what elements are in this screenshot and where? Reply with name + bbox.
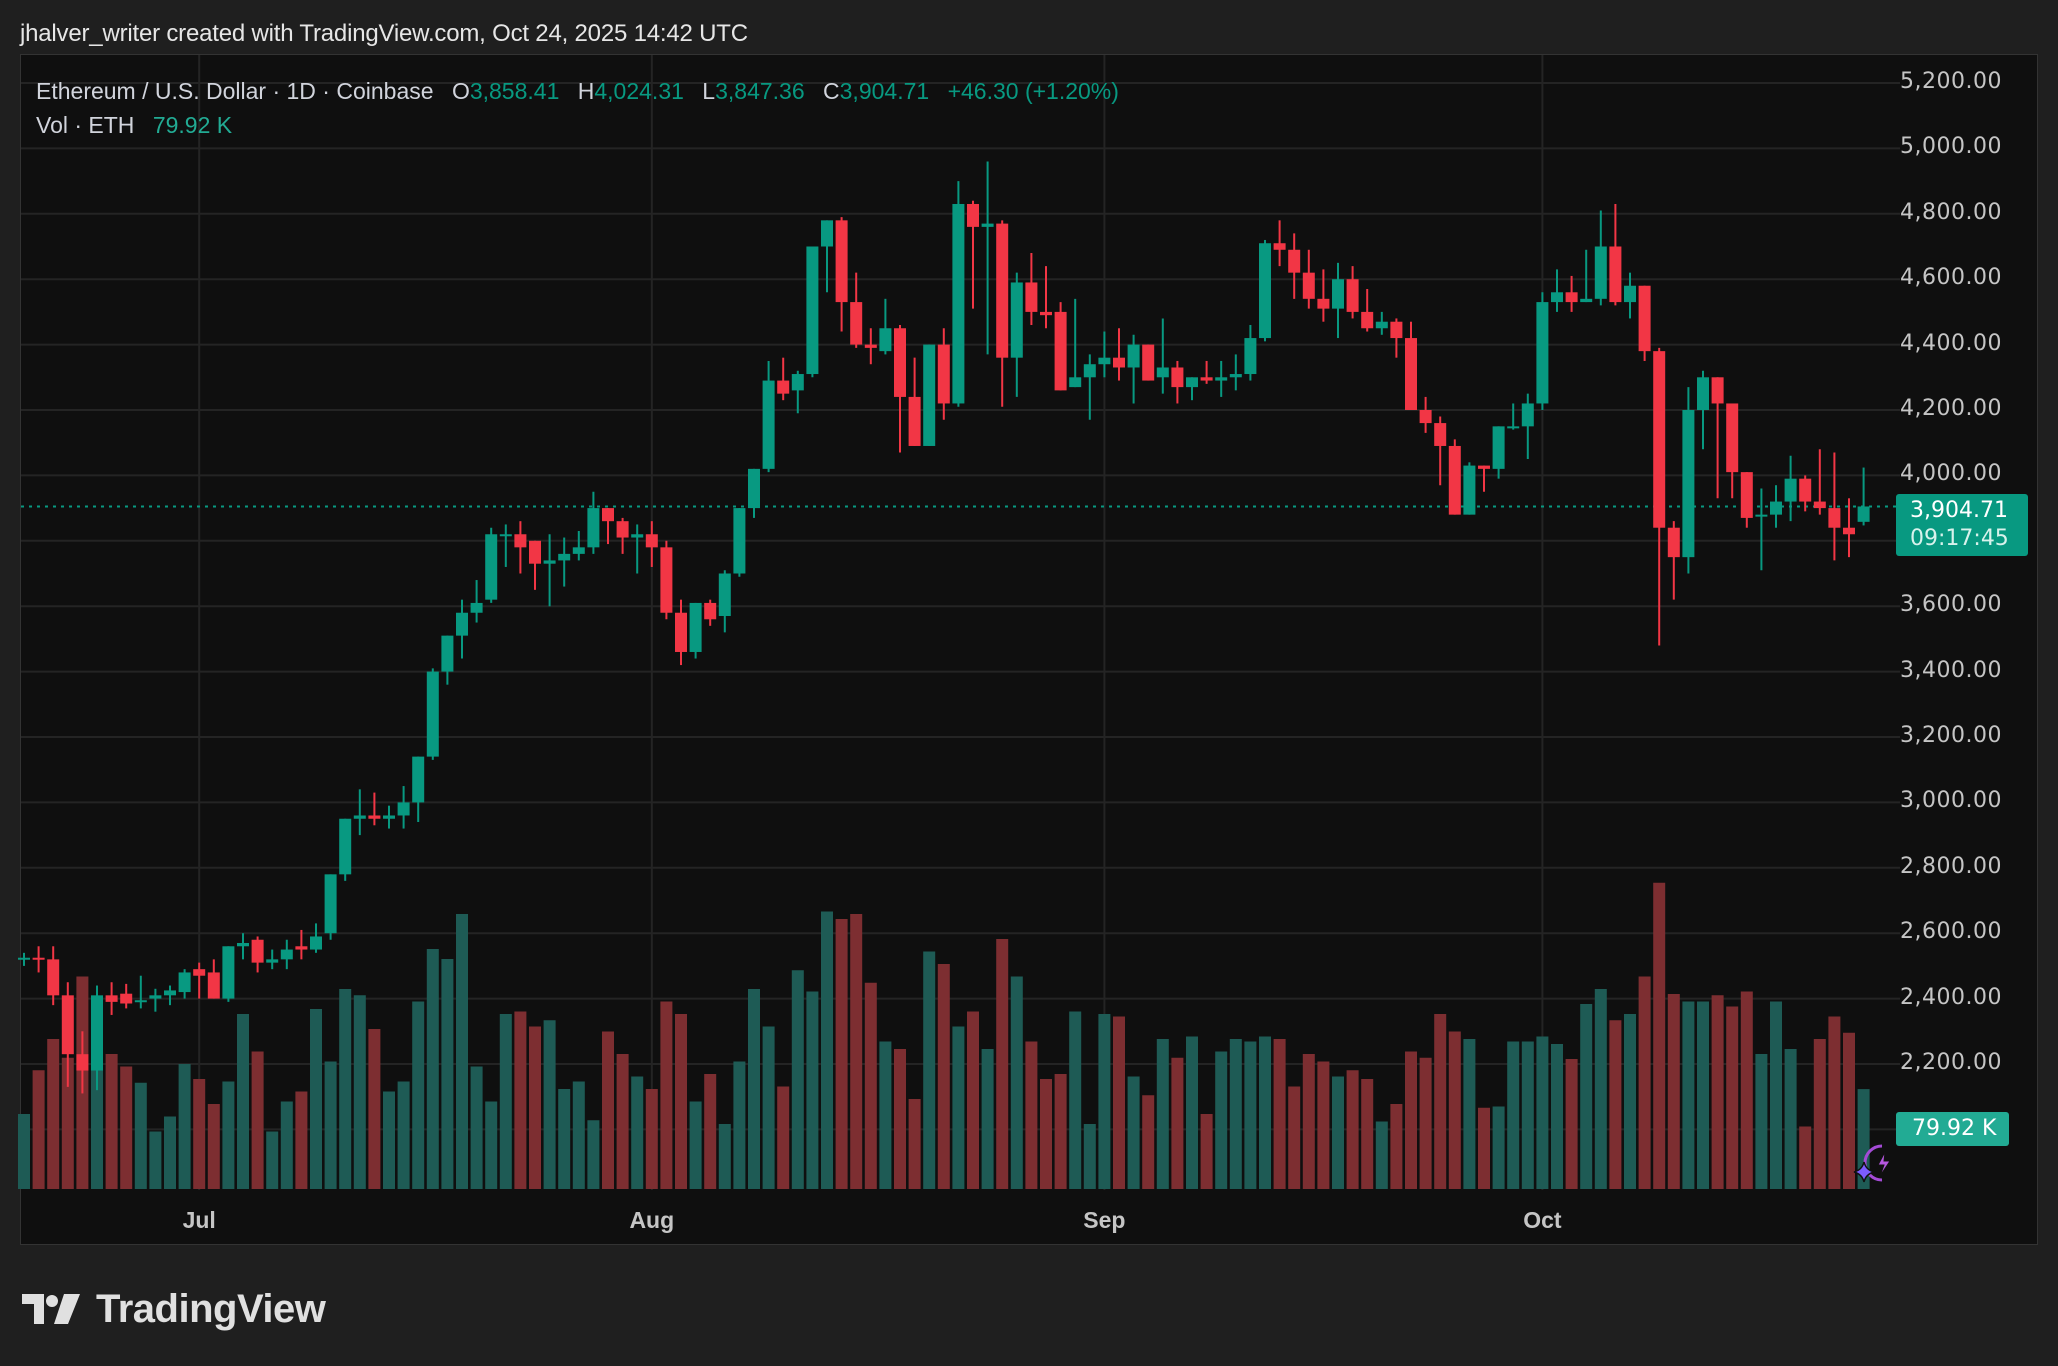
high-value: 4,024.31 xyxy=(594,78,684,104)
last-price-tag: 3,904.71 09:17:45 xyxy=(1896,494,2028,556)
last-price-value: 3,904.71 xyxy=(1910,498,2008,523)
close-label: C xyxy=(823,78,840,104)
price-tick-label: 5,000.00 xyxy=(1900,134,2002,160)
month-label-sep: Sep xyxy=(1083,1207,1126,1233)
price-tick-label: 4,200.00 xyxy=(1900,396,2002,421)
open-label: O xyxy=(451,78,470,104)
price-tick-label: 4,800.00 xyxy=(1900,199,2002,225)
month-label-oct: Oct xyxy=(1523,1207,1562,1233)
volume-label[interactable]: Vol · ETH xyxy=(36,112,135,138)
symbol-title[interactable]: Ethereum / U.S. Dollar · 1D · Coinbase xyxy=(36,78,434,104)
price-tick-label: 3,200.00 xyxy=(1900,723,2002,748)
brand-name: TradingView xyxy=(96,1286,326,1331)
tradingview-mark-icon xyxy=(22,1294,80,1324)
close-value: 3,904.71 xyxy=(839,78,930,104)
price-tick-label: 3,600.00 xyxy=(1900,592,2002,618)
price-tick-label: 4,600.00 xyxy=(1900,265,2002,291)
volume-value: 79.92 K xyxy=(152,112,233,138)
low-value: 3,847.36 xyxy=(715,78,805,104)
price-tick-label: 2,600.00 xyxy=(1900,919,2002,945)
price-tick-label: 4,000.00 xyxy=(1900,461,2002,487)
open-value: 3,858.41 xyxy=(469,78,560,104)
bar-countdown: 09:17:45 xyxy=(1910,526,2009,551)
price-tick-label: 2,400.00 xyxy=(1900,984,2002,1010)
high-label: H xyxy=(577,78,595,104)
change-value: +46.30 (+1.20%) xyxy=(947,78,1119,104)
chart-legend: Ethereum / U.S. Dollar · 1D · Coinbase O… xyxy=(36,74,1119,142)
ohlc-legend-row: Ethereum / U.S. Dollar · 1D · Coinbase O… xyxy=(36,74,1119,108)
chart-caption: jhalver_writer created with TradingView.… xyxy=(20,20,748,47)
price-tick-label: 5,200.00 xyxy=(1900,69,2002,94)
price-tick-label: 4,400.00 xyxy=(1900,330,2002,356)
price-tick-label: 3,000.00 xyxy=(1900,788,2002,814)
volume-tag: 79.92 K xyxy=(1896,1112,2009,1146)
month-label-jul: Jul xyxy=(182,1207,216,1233)
price-tick-label: 2,800.00 xyxy=(1900,853,2002,879)
month-label-aug: Aug xyxy=(629,1207,675,1233)
low-label: L xyxy=(702,78,716,104)
price-tick-label: 3,400.00 xyxy=(1900,657,2002,683)
sparkle-lightning-icon[interactable] xyxy=(1852,1140,1896,1186)
price-tick-label: 2,200.00 xyxy=(1900,1050,2002,1075)
volume-legend-row: Vol · ETH 79.92 K xyxy=(36,108,1119,142)
tradingview-logo[interactable]: TradingView xyxy=(22,1284,326,1334)
